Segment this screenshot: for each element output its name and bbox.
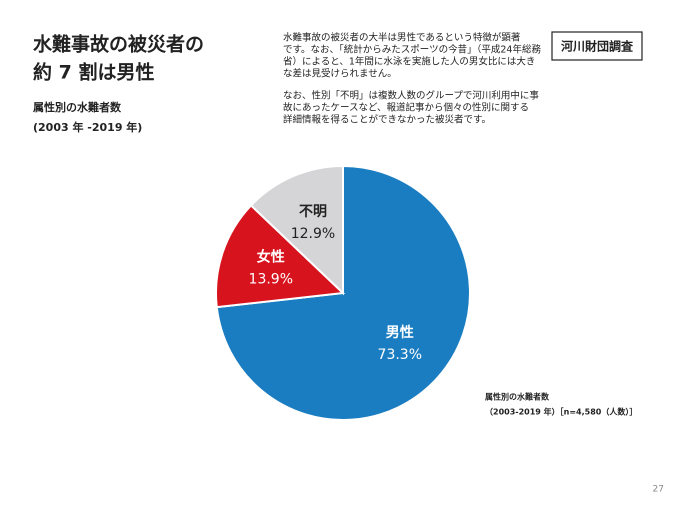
title-line: 約 7 割は男性	[33, 61, 154, 84]
paragraph-line: 故にあったケースなど、報道記事から個々の性別に関する	[283, 102, 529, 114]
pie-slice	[215, 203, 346, 309]
paragraph-line: 水難事故の被災者の大半は男性であるという特徴が顕著	[283, 32, 520, 44]
subtitle-line: (2003 年 -2019 年)	[33, 120, 142, 134]
page-number: 27	[653, 485, 664, 495]
title-line: 水難事故の被災者の	[33, 33, 204, 56]
note-line: （2003-2019 年）［n=4,580（人数）］	[485, 407, 637, 417]
slice-category: 不明	[299, 204, 327, 220]
slice-value-label: 73.3%	[378, 347, 422, 363]
paragraph-line: 省）によると、1年間に水泳を実施した人の男女比には大き	[283, 56, 535, 68]
paragraph-line: です。なお、「統計からみたスポーツの今昔」（平成24年総務	[283, 44, 541, 56]
slice-category: 女性	[257, 249, 285, 266]
pie-slice	[249, 164, 344, 296]
paragraph-line: なお、性別「不明」は複数人数のグループで河川利用中に事	[283, 90, 539, 102]
paragraph-line: な差は見受けられません。	[283, 68, 397, 80]
badge-box	[551, 31, 643, 61]
slice-value-label: 12.9%	[291, 226, 335, 242]
note-line: 属性別の水難者数	[485, 392, 550, 402]
slice-value-label: 13.9%	[249, 272, 293, 288]
badge: 河川財団調査	[560, 39, 634, 54]
paragraph-line: 詳細情報を得ることができなかった被災者です。	[283, 114, 491, 126]
slice-category: 男性	[386, 324, 414, 341]
subtitle-line: 属性別の水難者数	[33, 100, 122, 114]
